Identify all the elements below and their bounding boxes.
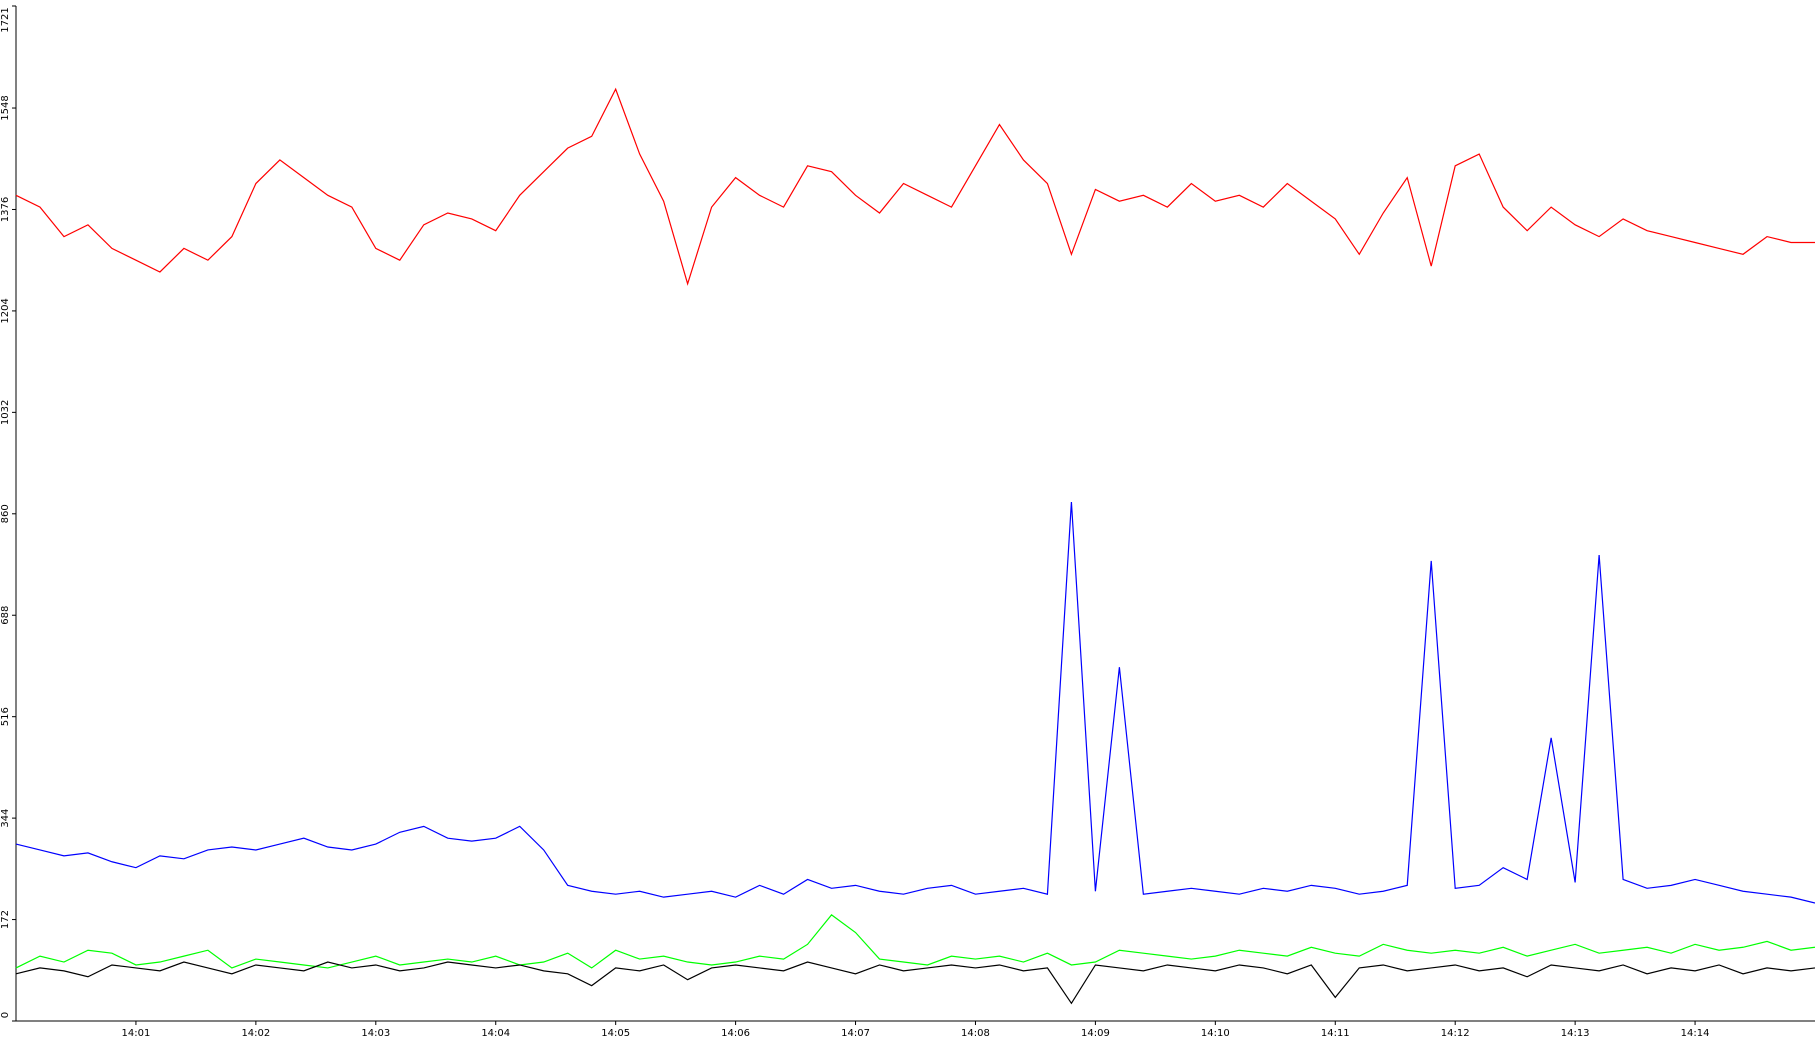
y-tick-label: 1032 — [0, 400, 11, 425]
y-tick-label: 172 — [0, 910, 11, 929]
y-tick-label: 1376 — [0, 197, 11, 222]
x-tick-label: 14:09 — [1081, 1028, 1110, 1039]
y-tick-label: 1548 — [0, 95, 11, 120]
y-tick-label: 516 — [0, 707, 11, 726]
x-tick-label: 14:03 — [361, 1028, 390, 1039]
x-tick-label: 14:11 — [1321, 1028, 1350, 1039]
x-tick-label: 14:02 — [241, 1028, 270, 1039]
x-tick-label: 14:12 — [1441, 1028, 1470, 1039]
x-tick-label: 14:14 — [1681, 1028, 1710, 1039]
x-tick-label: 14:06 — [721, 1028, 750, 1039]
series-line — [15, 961, 1815, 1005]
y-tick-label: 1204 — [0, 298, 11, 323]
x-tick-label: 14:07 — [841, 1028, 870, 1039]
y-tick-label: 344 — [0, 809, 11, 828]
y-tick-label: 688 — [0, 606, 11, 625]
series-line — [15, 87, 1815, 286]
y-tick-label: 0 — [0, 1012, 11, 1018]
x-tick-label: 14:01 — [122, 1028, 151, 1039]
x-tick-label: 14:13 — [1561, 1028, 1590, 1039]
series-line — [15, 501, 1815, 904]
x-tick-label: 14:04 — [481, 1028, 510, 1039]
x-tick-label: 14:05 — [601, 1028, 630, 1039]
y-tick-label: 1721 — [0, 7, 11, 32]
x-tick-label: 14:10 — [1201, 1028, 1230, 1039]
x-tick-label: 14:08 — [961, 1028, 990, 1039]
y-tick-label: 860 — [0, 504, 11, 523]
